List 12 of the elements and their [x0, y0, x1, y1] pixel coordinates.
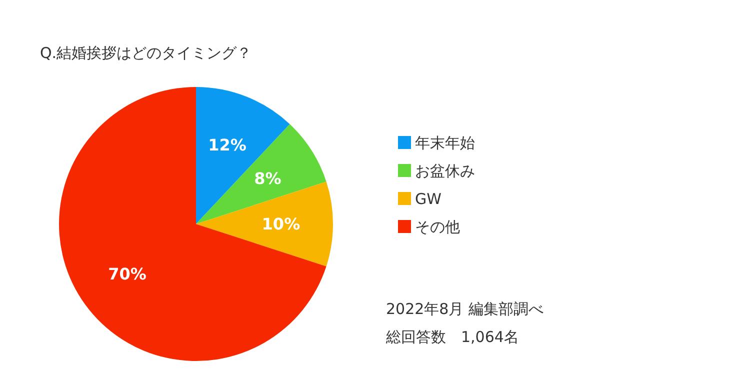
legend-label: GW: [415, 190, 442, 208]
legend-label: お盆休み: [415, 162, 475, 180]
text: 2022年8月 編集部調べ: [386, 300, 544, 318]
pie-slice: [59, 87, 326, 361]
legend-label: その他: [415, 218, 460, 236]
legend-label: 年末年始: [415, 134, 475, 152]
text: 総回答数 1,064名: [385, 328, 519, 346]
data-label: 70%: [108, 264, 146, 284]
data-label: 8%: [254, 169, 282, 188]
data-label: 12%: [208, 136, 246, 155]
data-label: 10%: [262, 214, 300, 234]
chart-title: Q.結婚挨拶はどのタイミング？: [40, 44, 252, 62]
